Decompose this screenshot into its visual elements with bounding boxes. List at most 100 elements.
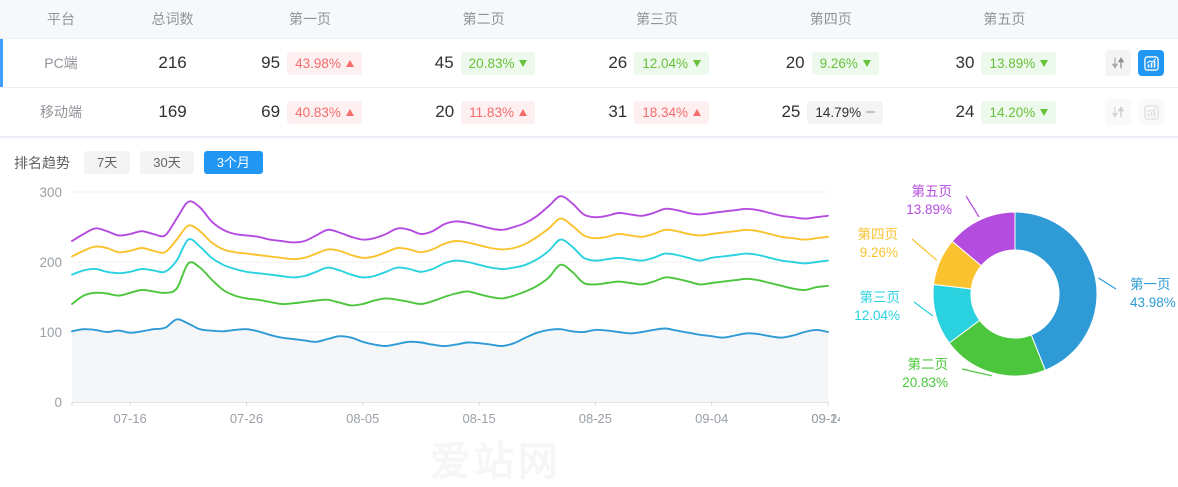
cell-total: 216 — [121, 38, 224, 88]
page4-change-badge: 9.26% — [811, 51, 879, 75]
svg-text:08-05: 08-05 — [346, 411, 379, 426]
chart-bars-icon[interactable] — [1138, 50, 1165, 76]
page5-change-value: 13.89% — [989, 55, 1036, 71]
range-3m-button[interactable]: 3个月 — [203, 151, 263, 174]
arrow-down-icon — [1040, 59, 1049, 67]
watermark: 爱站网 — [430, 440, 562, 484]
trend-title: 排名趋势 — [14, 154, 70, 171]
cell-page1: 69 40.83% — [223, 87, 397, 137]
cell-page1: 95 43.98% — [223, 38, 397, 88]
cell-total: 169 — [121, 87, 224, 137]
page5-count: 24 — [955, 102, 975, 121]
cell-platform: 移动端 — [0, 87, 122, 137]
col-header-actions — [1091, 0, 1178, 39]
svg-text:第三页: 第三页 — [860, 289, 901, 305]
chart-bars-icon[interactable] — [1138, 99, 1165, 125]
arrow-down-icon — [862, 59, 871, 67]
table-body: PC端 216 95 43.98% 45 — [0, 38, 1178, 137]
cell-page2: 20 11.83% — [396, 87, 571, 137]
trend-header: 排名趋势 7天 30天 3个月 — [0, 138, 1178, 174]
cell-page4: 25 14.79% — [743, 87, 918, 137]
arrow-up-icon — [345, 59, 354, 67]
cell-actions — [1091, 87, 1178, 137]
cell-page3: 31 18.34% — [570, 87, 744, 137]
arrow-down-icon — [1040, 108, 1049, 116]
svg-text:200: 200 — [39, 255, 62, 270]
svg-text:0: 0 — [54, 395, 62, 410]
svg-text:07-26: 07-26 — [230, 411, 263, 426]
page3-count: 26 — [608, 53, 628, 72]
table-row[interactable]: PC端 216 95 43.98% 45 — [0, 38, 1178, 88]
svg-text:09-14: 09-14 — [811, 411, 840, 426]
cell-platform: PC端 — [0, 38, 122, 88]
cell-actions — [1091, 38, 1178, 88]
sort-updown-icon[interactable] — [1105, 99, 1132, 125]
svg-text:08-15: 08-15 — [462, 411, 495, 426]
table-header: 平台 总词数 第一页 第二页 第三页 第四页 第五页 — [0, 0, 1178, 39]
svg-text:13.89%: 13.89% — [906, 202, 952, 217]
page5-change-badge: 13.89% — [981, 51, 1057, 75]
page2-change-badge: 11.83% — [461, 100, 535, 124]
col-header-page4[interactable]: 第四页 — [743, 0, 918, 39]
page5-count: 30 — [955, 53, 975, 72]
page1-change-value: 40.83% — [295, 104, 341, 120]
svg-text:100: 100 — [39, 325, 62, 340]
svg-text:第四页: 第四页 — [858, 226, 899, 242]
col-header-page5[interactable]: 第五页 — [917, 0, 1092, 39]
cell-page5: 24 14.20% — [917, 87, 1092, 137]
page5-change-badge: 14.20% — [981, 100, 1057, 124]
cell-page2: 45 20.83% — [396, 38, 571, 88]
arrow-up-icon — [693, 108, 702, 116]
sort-updown-icon[interactable] — [1105, 50, 1132, 76]
rank-trend-line-chart[interactable]: 0 100 200 300 07-16 07-26 08-05 08-15 08-25 09-04… — [0, 174, 844, 484]
platform-label: 移动端 — [39, 104, 82, 120]
rank-table: 平台 总词数 第一页 第二页 第三页 第四页 第五页 PC端 216 — [0, 0, 1178, 137]
page3-change-badge: 12.04% — [634, 51, 710, 75]
total-words-value: 216 — [158, 53, 187, 72]
dash-flat-icon — [866, 111, 876, 113]
donut-chart-svg: 第一页 43.98% 第二页 20.83% 第三页 12.04% 第四页 9.26% 第五页 13… — [854, 183, 1176, 390]
svg-text:9.26%: 9.26% — [860, 245, 898, 260]
cell-page3: 26 12.04% — [570, 38, 744, 88]
col-header-page2[interactable]: 第二页 — [396, 0, 571, 39]
page2-count: 20 — [435, 102, 455, 121]
line-chart-svg: 0 100 200 300 07-16 07-26 08-05 08-15 08-25 09-04… — [39, 185, 844, 426]
svg-text:08-25: 08-25 — [579, 411, 612, 426]
arrow-up-icon — [518, 108, 527, 116]
col-header-page3[interactable]: 第三页 — [570, 0, 744, 39]
cell-page4: 20 9.26% — [743, 38, 918, 88]
col-header-page1[interactable]: 第一页 — [223, 0, 397, 39]
page4-change-badge: 14.79% — [807, 100, 884, 124]
page1-count: 69 — [261, 102, 281, 121]
arrow-down-icon — [693, 59, 702, 67]
table-header-row: 平台 总词数 第一页 第二页 第三页 第四页 第五页 — [0, 0, 1178, 39]
page3-change-value: 18.34% — [642, 104, 689, 120]
rank-table-wrapper: 平台 总词数 第一页 第二页 第三页 第四页 第五页 PC端 216 — [0, 0, 1178, 137]
arrow-down-icon — [519, 59, 528, 67]
range-30d-button[interactable]: 30天 — [140, 151, 194, 174]
page4-change-value: 9.26% — [819, 55, 858, 71]
col-header-platform[interactable]: 平台 — [0, 0, 122, 39]
col-header-total[interactable]: 总词数 — [121, 0, 224, 39]
table-row[interactable]: 移动端 169 69 40.83% 20 — [0, 87, 1178, 137]
svg-text:09-24: 09-24 — [811, 411, 840, 426]
svg-text:07-16: 07-16 — [114, 411, 147, 426]
page1-count: 95 — [261, 53, 281, 72]
platform-label: PC端 — [44, 55, 78, 71]
page3-change-badge: 18.34% — [634, 100, 710, 124]
svg-text:09-04: 09-04 — [695, 411, 728, 426]
svg-text:第五页: 第五页 — [912, 183, 953, 199]
page5-change-value: 14.20% — [989, 104, 1036, 120]
page4-change-value: 14.79% — [815, 104, 862, 120]
page-distribution-donut-chart[interactable]: 第一页 43.98% 第二页 20.83% 第三页 12.04% 第四页 9.26% 第五页 13… — [840, 174, 1178, 434]
page3-count: 31 — [608, 102, 628, 121]
chart-panel: 排名趋势 7天 30天 3个月 0 100 200 300 07-16 07-26 08-0… — [0, 137, 1178, 484]
total-words-value: 169 — [158, 102, 187, 121]
page2-change-value: 20.83% — [468, 55, 515, 71]
page2-change-value: 11.83% — [469, 104, 514, 120]
svg-text:第二页: 第二页 — [908, 356, 949, 372]
cell-page5: 30 13.89% — [917, 38, 1092, 88]
svg-text:300: 300 — [39, 185, 62, 200]
page1-change-value: 43.98% — [295, 55, 341, 71]
range-7d-button[interactable]: 7天 — [84, 151, 131, 174]
